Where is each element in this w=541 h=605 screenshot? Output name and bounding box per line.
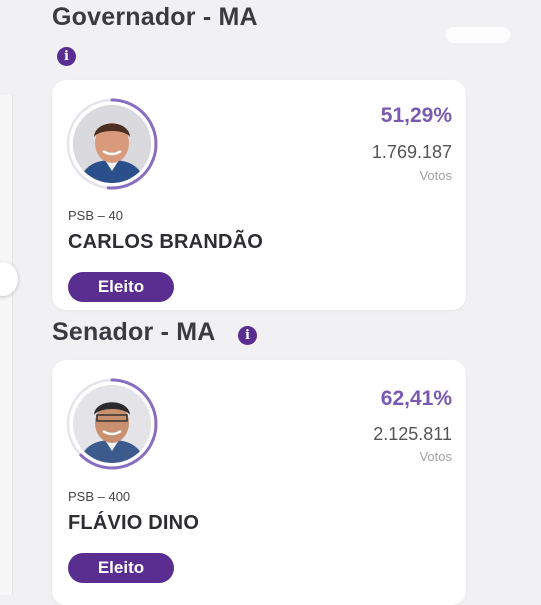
party-number: PSB – 400 — [68, 489, 131, 504]
vote-percentage: 51,29% — [380, 104, 452, 127]
elected-badge[interactable]: Eleito — [68, 553, 174, 583]
screen-smudge — [446, 27, 510, 43]
vote-count: 1.769.187 — [371, 142, 452, 162]
section-title-governor: Governador - MA — [52, 3, 258, 31]
elected-badge[interactable]: Eleito — [68, 272, 174, 302]
info-icon[interactable]: i — [57, 47, 76, 66]
candidate-name: CARLOS BRANDÃO — [68, 231, 264, 253]
candidate-avatar — [66, 98, 158, 190]
vote-percentage: 62,41% — [380, 387, 452, 410]
info-icon[interactable]: i — [238, 326, 257, 345]
side-panel-toggle[interactable] — [0, 262, 18, 296]
vote-count: 2.125.811 — [373, 424, 452, 444]
candidate-name: FLÁVIO DINO — [68, 512, 200, 534]
section-title-senator: Senador - MA — [52, 318, 216, 346]
votes-label: Votos — [419, 449, 452, 464]
candidate-avatar — [66, 378, 158, 470]
candidate-photo — [73, 385, 151, 463]
candidate-photo — [73, 105, 151, 183]
candidate-card-governor: 51,29% 1.769.187 Votos PSB – 40 CARLOS B… — [52, 80, 466, 310]
party-number: PSB – 40 — [68, 208, 123, 223]
candidate-card-senator: 62,41% 2.125.811 Votos PSB – 400 FLÁVIO … — [52, 360, 466, 605]
vote-share-ring — [66, 378, 158, 470]
vote-share-ring — [66, 98, 158, 190]
side-panel-edge — [0, 95, 13, 595]
votes-label: Votos — [419, 168, 452, 183]
